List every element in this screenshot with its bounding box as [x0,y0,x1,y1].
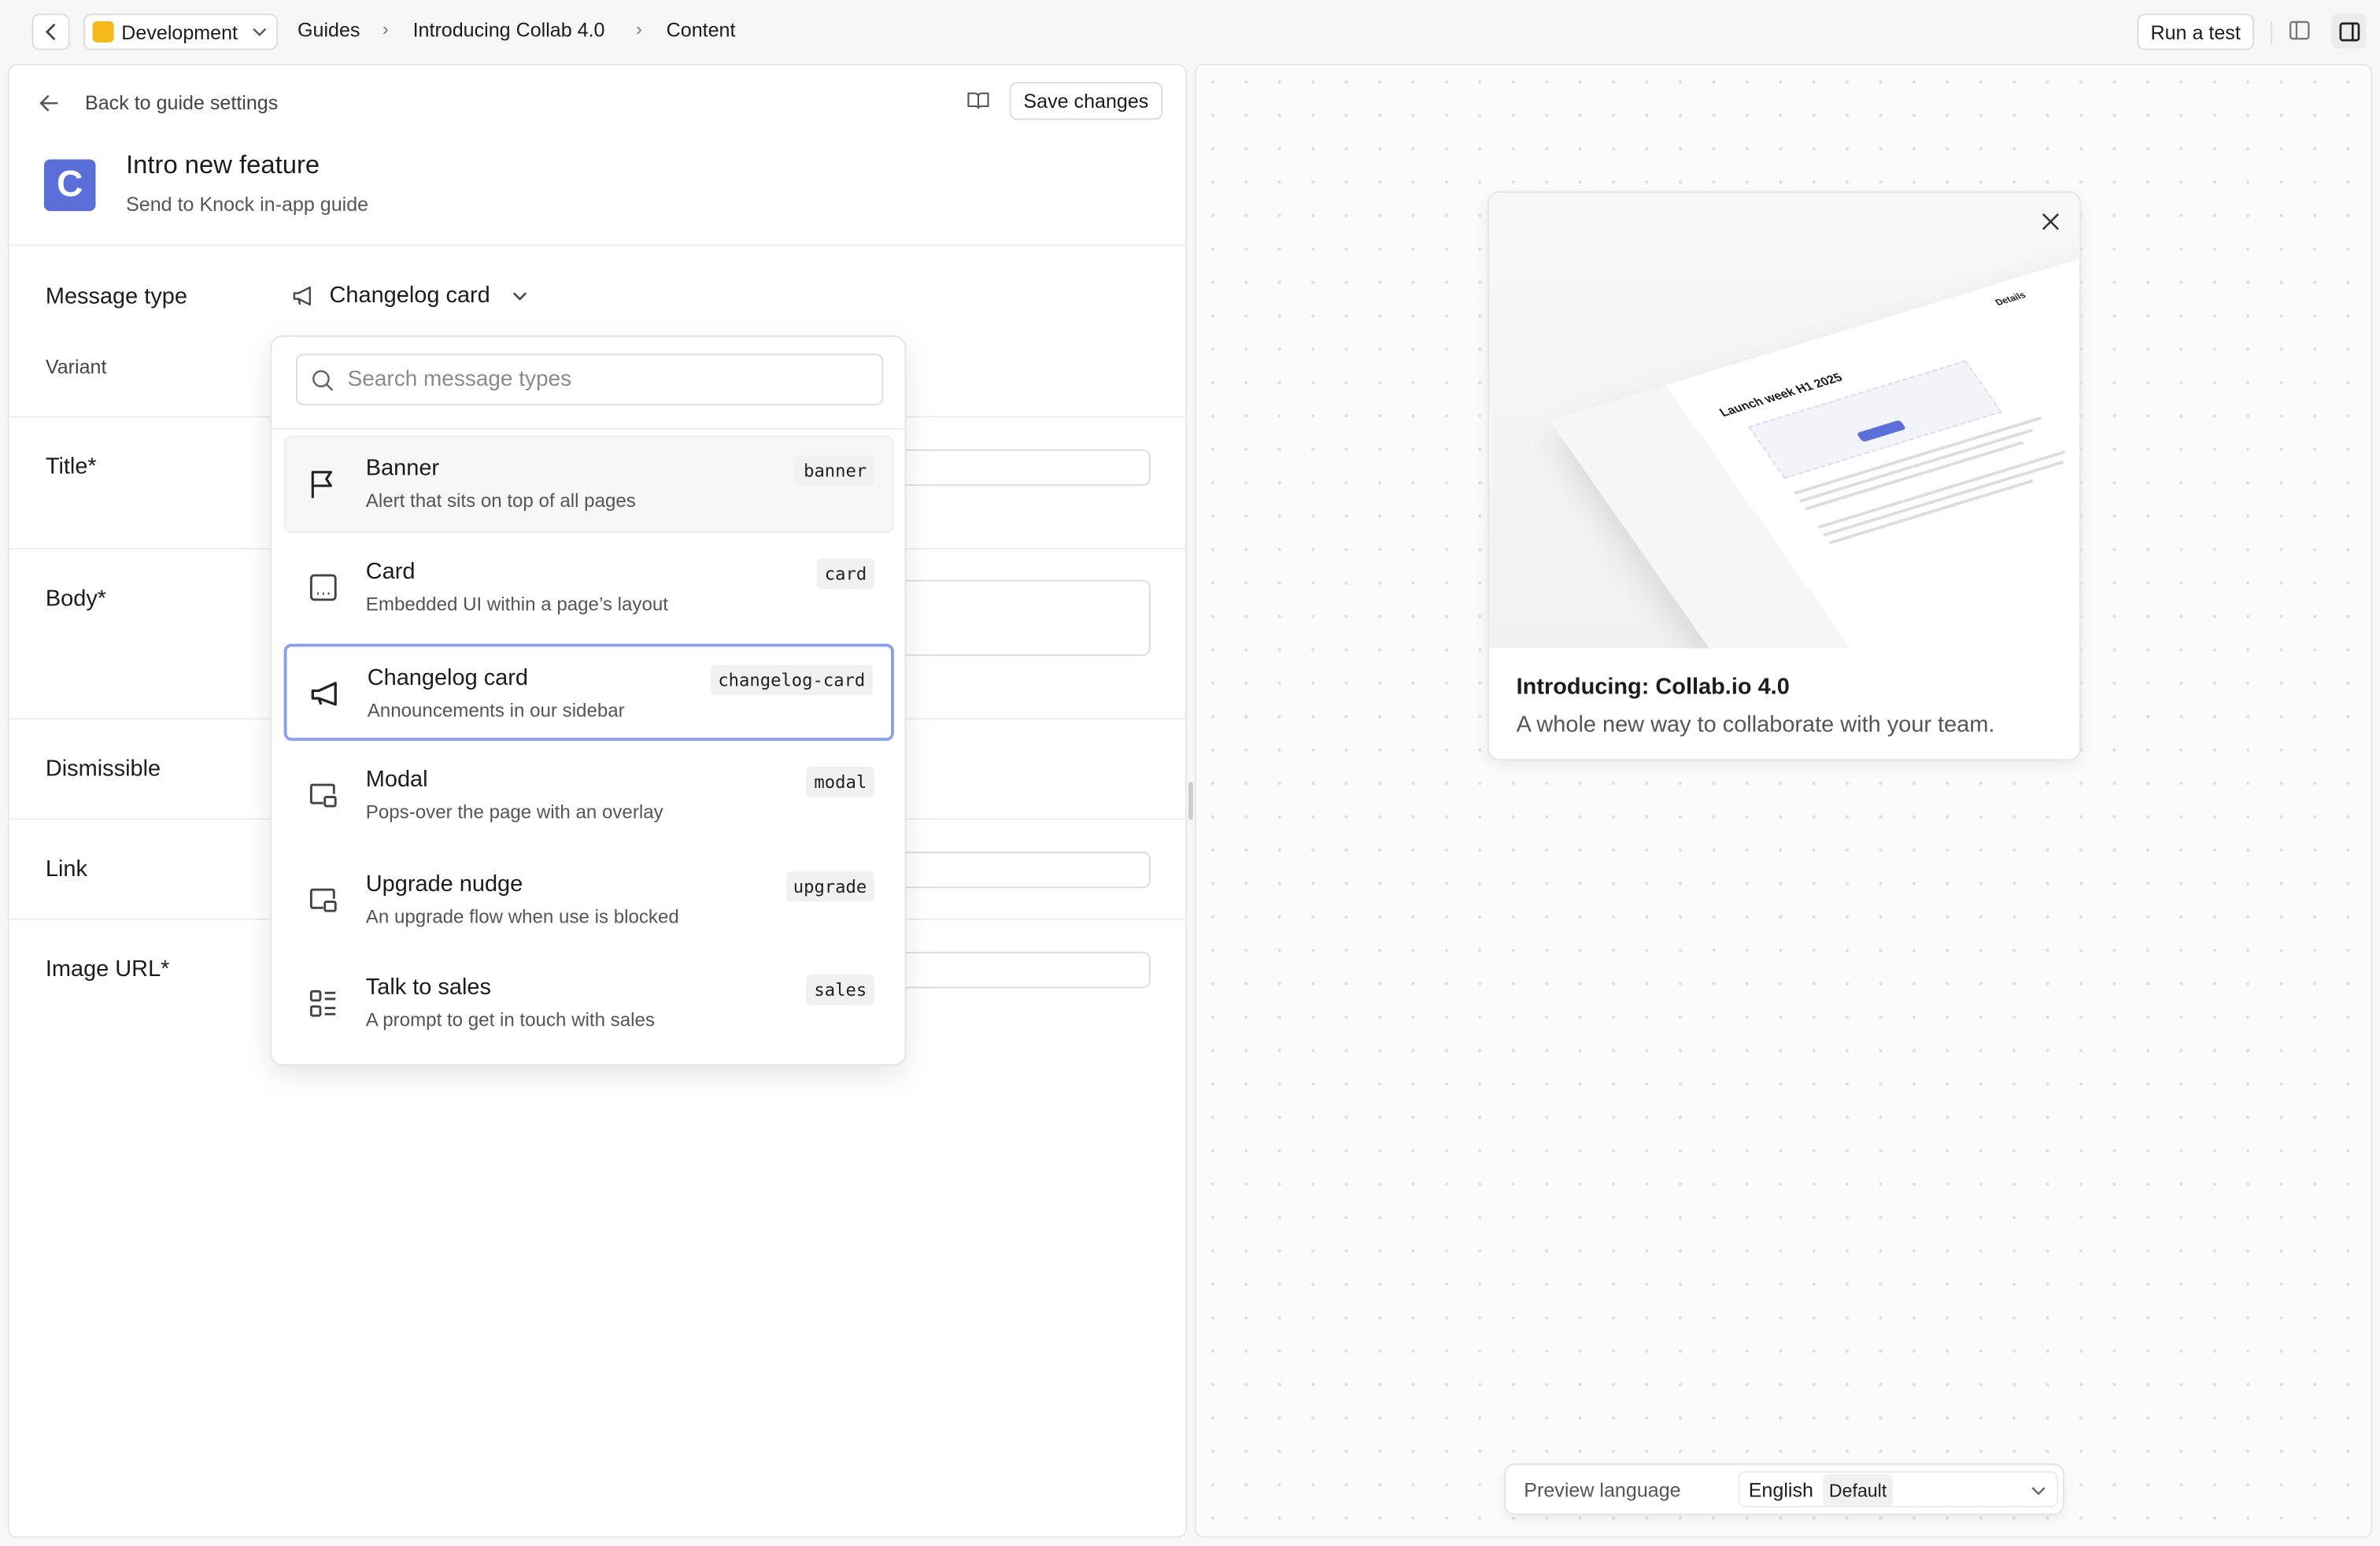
body-label: Body* [45,586,107,612]
search-placeholder: Search message types [347,367,572,392]
option-key-badge: modal [806,766,874,797]
preview-language-bar: Preview language English Default [1504,1463,2064,1515]
option-description: Alert that sits on top of all pages [365,490,636,512]
language-value: English [1748,1478,1813,1502]
option-title: Changelog card [367,664,528,691]
toggle-right-panel-button[interactable] [2331,13,2367,49]
sidebar-left-icon [2289,20,2310,40]
environment-icon [92,20,114,43]
option-key-badge: banner [796,455,874,486]
card-body: A whole new way to collaborate with your… [1516,712,1995,738]
message-type-value: Changelog card [329,282,490,309]
mockup-details: Details [1994,291,2029,309]
preview-language-label: Preview language [1524,1478,1681,1502]
breadcrumb-content: Content [666,18,736,42]
environment-label: Development [121,20,238,43]
modal-icon [307,779,340,812]
arrow-left-icon [39,94,58,111]
message-type-option-changelog-card[interactable]: Changelog card Announcements in our sideb… [283,643,894,742]
environment-selector[interactable]: Development [83,13,278,50]
message-type-select[interactable]: Changelog card [291,282,528,309]
option-key-badge: upgrade [785,871,874,902]
toggle-left-panel-button[interactable] [2283,13,2316,46]
megaphone-icon [293,286,311,305]
breadcrumb-guide[interactable]: Introducing Collab 4.0 [412,18,605,42]
option-title: Talk to sales [365,975,491,1000]
link-label: Link [45,856,87,882]
message-type-option-upgrade[interactable]: Upgrade nudge An upgrade flow when use is… [284,852,894,949]
divider [9,244,1186,246]
channel-title: Intro new feature [126,150,320,179]
save-changes-button[interactable]: Save changes [1009,82,1163,120]
option-description: Embedded UI within a page’s layout [365,594,668,616]
message-type-option-banner[interactable]: Banner Alert that sits on top of all page… [283,435,894,533]
card-icon [307,571,340,604]
chevron-left-icon [44,23,55,41]
title-label: Title* [45,453,97,480]
option-description: Announcements in our sidebar [367,700,625,722]
docs-button[interactable] [966,91,989,111]
option-key-badge: changelog-card [710,664,873,696]
megaphone-icon [308,677,341,710]
feature-image: Launch week H1 2025 Details [1488,192,2080,649]
option-title: Upgrade nudge [365,871,523,897]
message-type-option-sales[interactable]: Talk to sales A prompt to get in touch wi… [284,955,894,1052]
search-message-types-input[interactable]: Search message types [296,353,884,405]
save-label: Save changes [1023,89,1149,113]
close-icon [2042,213,2060,231]
panel-resize-handle[interactable] [1188,782,1193,820]
card-title: Introducing: Collab.io 4.0 [1516,674,1790,701]
run-test-label: Run a test [2150,20,2241,43]
book-icon [967,92,989,109]
mockup-line [1828,479,2034,545]
option-key-badge: sales [806,975,874,1005]
back-to-settings-link[interactable]: Back to guide settings [39,91,278,114]
message-type-option-card[interactable]: Card Embedded UI within a page’s layout ca… [284,539,894,636]
option-title: Card [365,558,416,585]
dismissible-label: Dismissible [45,756,161,782]
option-title: Banner [365,455,440,482]
list-icon [307,987,340,1020]
chevron-down-icon [252,28,266,36]
option-description: Pops-over the page with an overlay [365,801,663,823]
option-description: A prompt to get in touch with sales [365,1009,655,1031]
image-url-label: Image URL* [45,956,170,982]
back-label: Back to guide settings [84,91,279,114]
flag-icon [307,468,340,501]
channel-logo: C [43,159,96,212]
changelog-card-preview: Launch week H1 2025 Details Introducing:… [1487,190,2082,761]
message-type-option-modal[interactable]: Modal Pops-over the page with an overlay m… [284,747,894,844]
preview-panel: Launch week H1 2025 Details Introducing:… [1194,63,2373,1538]
mockup-line [1817,450,2067,529]
option-description: An upgrade flow when use is blocked [365,906,679,928]
language-default-badge: Default [1823,1474,1893,1508]
breadcrumb-separator-icon: › [636,18,642,40]
option-key-badge: card [817,558,874,590]
logo-letter: C [56,164,83,205]
sidebar-right-icon [2338,21,2360,41]
run-test-button[interactable]: Run a test [2137,13,2254,50]
variant-label: Variant [45,355,107,379]
option-title: Modal [365,766,428,793]
close-button[interactable] [2042,213,2060,231]
message-type-dropdown: Search message types Banner Alert that si… [270,335,907,1066]
breadcrumb-guides[interactable]: Guides [297,18,360,42]
divider [272,427,905,430]
preview-language-select[interactable]: English Default [1738,1470,2059,1508]
chevron-down-icon [512,291,527,300]
nav-back-button[interactable] [31,13,70,50]
chevron-down-icon [2031,1487,2046,1496]
search-icon [312,370,334,391]
mockup-button [1856,420,1907,442]
app-mockup: Launch week H1 2025 Details [1550,234,2080,649]
message-type-label: Message type [45,283,187,310]
channel-subtitle: Send to Knock in-app guide [126,192,369,216]
breadcrumb-separator-icon: › [382,18,389,40]
modal-icon [307,883,340,916]
divider [2271,20,2273,44]
